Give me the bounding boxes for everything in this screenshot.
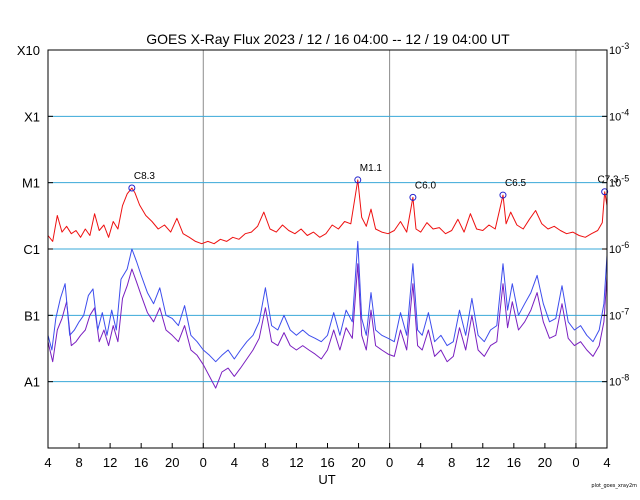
- flux-tick-exponent: -6: [621, 240, 629, 250]
- chart-title: GOES X-Ray Flux 2023 / 12 / 16 04:00 -- …: [146, 31, 510, 47]
- flux-tick-label: 10-4: [609, 107, 629, 123]
- x-tick-label: 12: [103, 455, 117, 470]
- class-label: M1: [22, 176, 40, 191]
- flux-tick-label: 10-6: [609, 240, 629, 256]
- x-tick-label: 20: [538, 455, 552, 470]
- flare-marker: [601, 188, 609, 196]
- flare-label: C6.0: [415, 180, 437, 191]
- flux-tick-exponent: -3: [621, 41, 629, 51]
- x-tick-label: 16: [507, 455, 521, 470]
- x-tick-label: 0: [200, 455, 207, 470]
- class-label: X10: [17, 43, 40, 58]
- flare-label: C8.3: [134, 171, 156, 182]
- x-tick-label: 4: [231, 455, 238, 470]
- class-label: B1: [24, 308, 40, 323]
- x-tick-label: 4: [417, 455, 424, 470]
- flux-tick-exponent: -7: [621, 306, 629, 316]
- x-axis-label: UT: [318, 472, 335, 487]
- series-line-long: [47, 179, 608, 245]
- flux-tick-exponent: -5: [621, 174, 629, 184]
- flux-tick-base: 10: [609, 244, 621, 256]
- left-axis: X10 X1 M1 C1 B1 A1: [17, 43, 53, 390]
- flux-tick-exponent: -4: [621, 107, 629, 117]
- series-layer: [47, 179, 608, 389]
- series-line-short-blue: [47, 240, 608, 363]
- x-tick-label: 16: [320, 455, 334, 470]
- credit-text: plot_goes_xray2m: [591, 483, 637, 489]
- flux-tick-base: 10: [609, 178, 621, 190]
- series-line-short-purple: [47, 263, 608, 389]
- flux-tick-base: 10: [609, 45, 621, 57]
- x-tick-label: 12: [476, 455, 490, 470]
- flare-label: M1.1: [360, 163, 383, 174]
- x-tick-label: 20: [351, 455, 365, 470]
- flux-tick-label: 10-3: [609, 41, 629, 57]
- x-tick-label: 0: [386, 455, 393, 470]
- flare-label: C6.5: [505, 178, 527, 189]
- x-tick-label: 4: [603, 455, 610, 470]
- flare-marker: [499, 191, 507, 199]
- flux-tick-exponent: -8: [621, 373, 629, 383]
- flare-label: C7.3: [597, 175, 619, 186]
- flux-tick-base: 10: [609, 310, 621, 322]
- class-label: A1: [24, 375, 40, 390]
- class-label: X1: [24, 109, 40, 124]
- flux-tick-label: 10-8: [609, 373, 629, 389]
- class-label: C1: [23, 242, 40, 257]
- flux-tick-label: 10-7: [609, 306, 629, 322]
- x-axis: 4 8 12 16 20 0 4 8 12 16 20 0 4 8 12 16 20 0 4: [44, 443, 611, 470]
- x-tick-label: 8: [448, 455, 455, 470]
- right-axis: 10-310-410-510-610-710-8: [602, 41, 629, 389]
- x-tick-label: 16: [134, 455, 148, 470]
- flare-marker: [354, 176, 362, 184]
- x-tick-label: 8: [262, 455, 269, 470]
- flux-tick-label: 10-5: [609, 174, 629, 190]
- x-tick-label: 12: [289, 455, 303, 470]
- x-tick-label: 0: [572, 455, 579, 470]
- flux-tick-base: 10: [609, 111, 621, 123]
- x-tick-label: 20: [165, 455, 179, 470]
- flux-tick-base: 10: [609, 377, 621, 389]
- flare-markers: C8.3 M1.1 C6.0 C6.5 C7.3: [128, 163, 619, 201]
- x-tick-label: 8: [75, 455, 82, 470]
- flare-marker: [128, 184, 136, 192]
- x-tick-label: 4: [44, 455, 51, 470]
- flare-marker: [409, 193, 417, 201]
